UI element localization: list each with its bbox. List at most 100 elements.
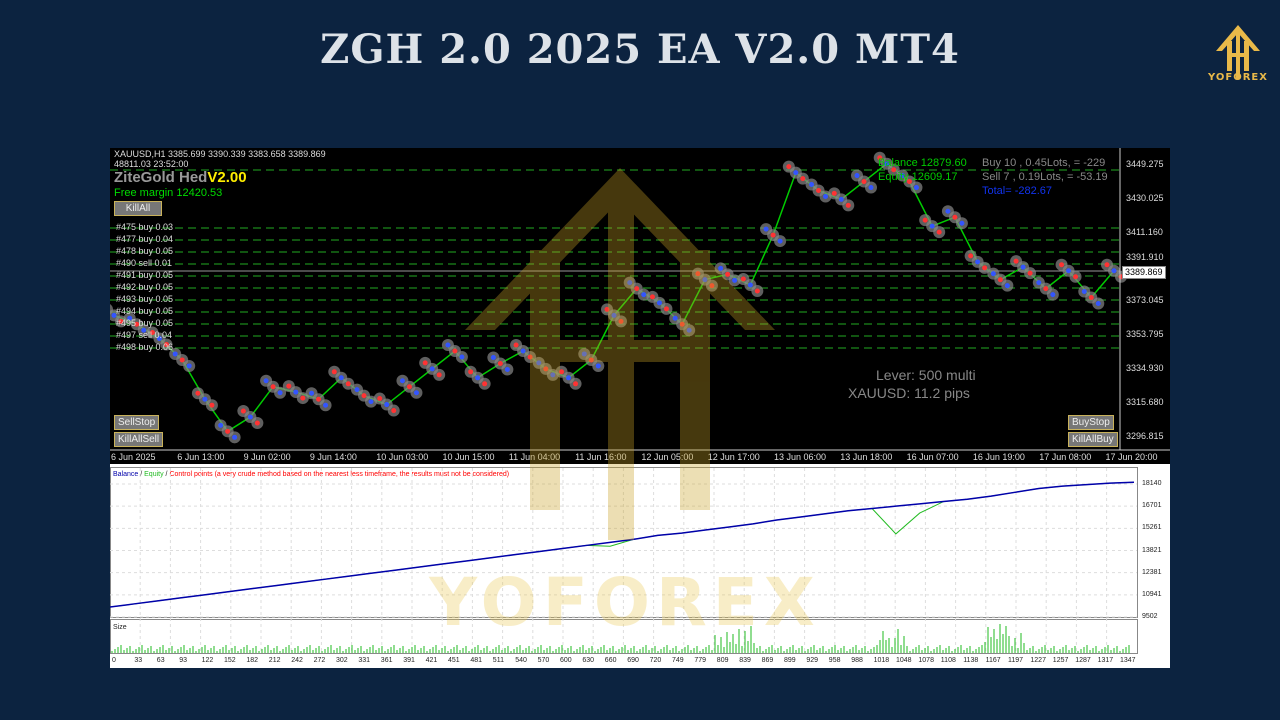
trade-marker [429, 366, 435, 372]
buy-stop-button[interactable]: BuyStop [1068, 415, 1114, 430]
balance-line [110, 481, 1135, 608]
sell-summary: Sell 7 , 0.19Lots, = -53.19 [982, 171, 1108, 183]
trade-axis-label: 660 [604, 657, 617, 664]
free-margin: Free margin 12420.53 [114, 187, 223, 199]
trade-marker [672, 315, 678, 321]
trade-marker [997, 277, 1003, 283]
buy-summary: Buy 10 , 0.45Lots, = -229 [982, 157, 1106, 169]
trade-axis-label: 839 [739, 657, 751, 664]
trade-marker [338, 375, 344, 381]
time-axis-label: 16 Jun 19:00 [972, 452, 1025, 462]
trade-axis-label: 0 [112, 657, 116, 664]
trade-marker [254, 420, 260, 426]
time-axis-label: 12 Jun 05:00 [641, 452, 694, 462]
trade-axis-label: 570 [537, 657, 550, 664]
page-title: ZGH 2.0 2025 EA V2.0 MT4 [320, 26, 960, 73]
trade-marker [786, 164, 792, 170]
kill-all-buy-button[interactable]: KillAllBuy [1068, 432, 1118, 447]
trade-marker [225, 428, 231, 434]
trade-marker [831, 190, 837, 196]
order-label: #475 buy 0.03 [116, 222, 174, 232]
trade-axis-label: 1287 [1075, 657, 1091, 664]
trade-marker [497, 361, 503, 367]
trade-axis-label: 630 [582, 657, 595, 664]
trade-marker [656, 300, 662, 306]
trade-marker [922, 217, 928, 223]
trade-marker [452, 348, 458, 354]
size-label: Size [113, 624, 127, 631]
trade-marker [377, 396, 383, 402]
total-profit: Total= -282.67 [982, 185, 1053, 197]
trade-marker [884, 161, 890, 167]
graph-legend: Balance / Equity / Control points (a ver… [113, 471, 510, 478]
trade-marker [240, 408, 246, 414]
trade-marker [482, 381, 488, 387]
equity-axis-label: 15261 [1142, 524, 1162, 532]
trade-marker [399, 378, 405, 384]
trade-marker [504, 367, 510, 373]
trade-marker [611, 312, 617, 318]
trade-marker [247, 414, 253, 420]
trade-marker [627, 280, 633, 286]
trade-marker [559, 369, 565, 375]
kill-all-sell-button[interactable]: KillAllSell [114, 432, 164, 447]
time-axis-label: 13 Jun 06:00 [774, 452, 827, 462]
trade-marker [990, 271, 996, 277]
current-price-label: 3389.869 [1122, 266, 1166, 279]
trade-axis-label: 63 [156, 657, 165, 664]
equity-axis-label: 12381 [1142, 568, 1162, 576]
trade-marker [634, 286, 640, 292]
trade-marker [468, 369, 474, 375]
trade-marker [1043, 286, 1049, 292]
trade-marker [868, 185, 874, 191]
trade-marker [777, 238, 783, 244]
trade-marker [134, 321, 140, 327]
trade-axis-label: 1317 [1097, 657, 1114, 664]
trade-axis-label: 1078 [918, 657, 934, 664]
price-axis-label: 3411.160 [1126, 227, 1163, 237]
trade-axis-label: 720 [649, 657, 662, 664]
time-axis-label: 6 Jun 2025 [111, 452, 156, 462]
trade-marker [845, 202, 851, 208]
trade-axis-label: 809 [716, 657, 729, 664]
trade-marker [527, 354, 533, 360]
trade-marker [179, 357, 185, 363]
equity-axis-label: 13821 [1142, 546, 1162, 554]
trade-marker [982, 265, 988, 271]
tester-graph: Balance / Equity / Control points (a ver… [110, 464, 1170, 668]
trade-marker [800, 176, 806, 182]
equity-axis-label: 9502 [1142, 613, 1158, 620]
trade-marker [111, 312, 117, 318]
trade-marker [854, 173, 860, 179]
equity-axis-label: 10941 [1142, 590, 1162, 598]
yoforex-logo [1216, 25, 1260, 79]
order-label: #495 buy 0.05 [116, 318, 174, 328]
trade-marker [156, 336, 162, 342]
order-label: #493 buy 0.05 [116, 294, 174, 304]
chart-header: XAUUSD,H1 3385.699 3390.339 3383.658 338… [114, 149, 326, 159]
trade-marker [1104, 262, 1110, 268]
trade-marker [490, 355, 496, 361]
trade-marker [316, 396, 322, 402]
trade-marker [186, 363, 192, 369]
trade-marker [573, 381, 579, 387]
trade-marker [1088, 295, 1094, 301]
trade-axis-label: 1167 [985, 657, 1001, 664]
trade-marker [1036, 280, 1042, 286]
price-chart[interactable]: XAUUSD,H1 3385.699 3390.339 3383.658 338… [110, 148, 1170, 464]
trade-marker [809, 181, 815, 187]
price-axis-label: 3449.275 [1126, 159, 1164, 169]
sell-stop-button[interactable]: SellStop [114, 415, 160, 430]
kill-all-button[interactable]: KillAll [114, 201, 162, 216]
trade-marker [1066, 268, 1072, 274]
trade-marker [391, 408, 397, 414]
trade-marker [323, 402, 329, 408]
trade-axis-label: 899 [784, 657, 796, 664]
trade-axis-label: 421 [425, 657, 438, 664]
trade-marker [754, 288, 760, 294]
trade-marker [686, 327, 692, 333]
trade-marker [1050, 292, 1056, 298]
trade-marker [141, 327, 147, 333]
order-label: #490 sell 0.01 [116, 258, 173, 268]
trade-axis-label: 869 [761, 657, 774, 664]
